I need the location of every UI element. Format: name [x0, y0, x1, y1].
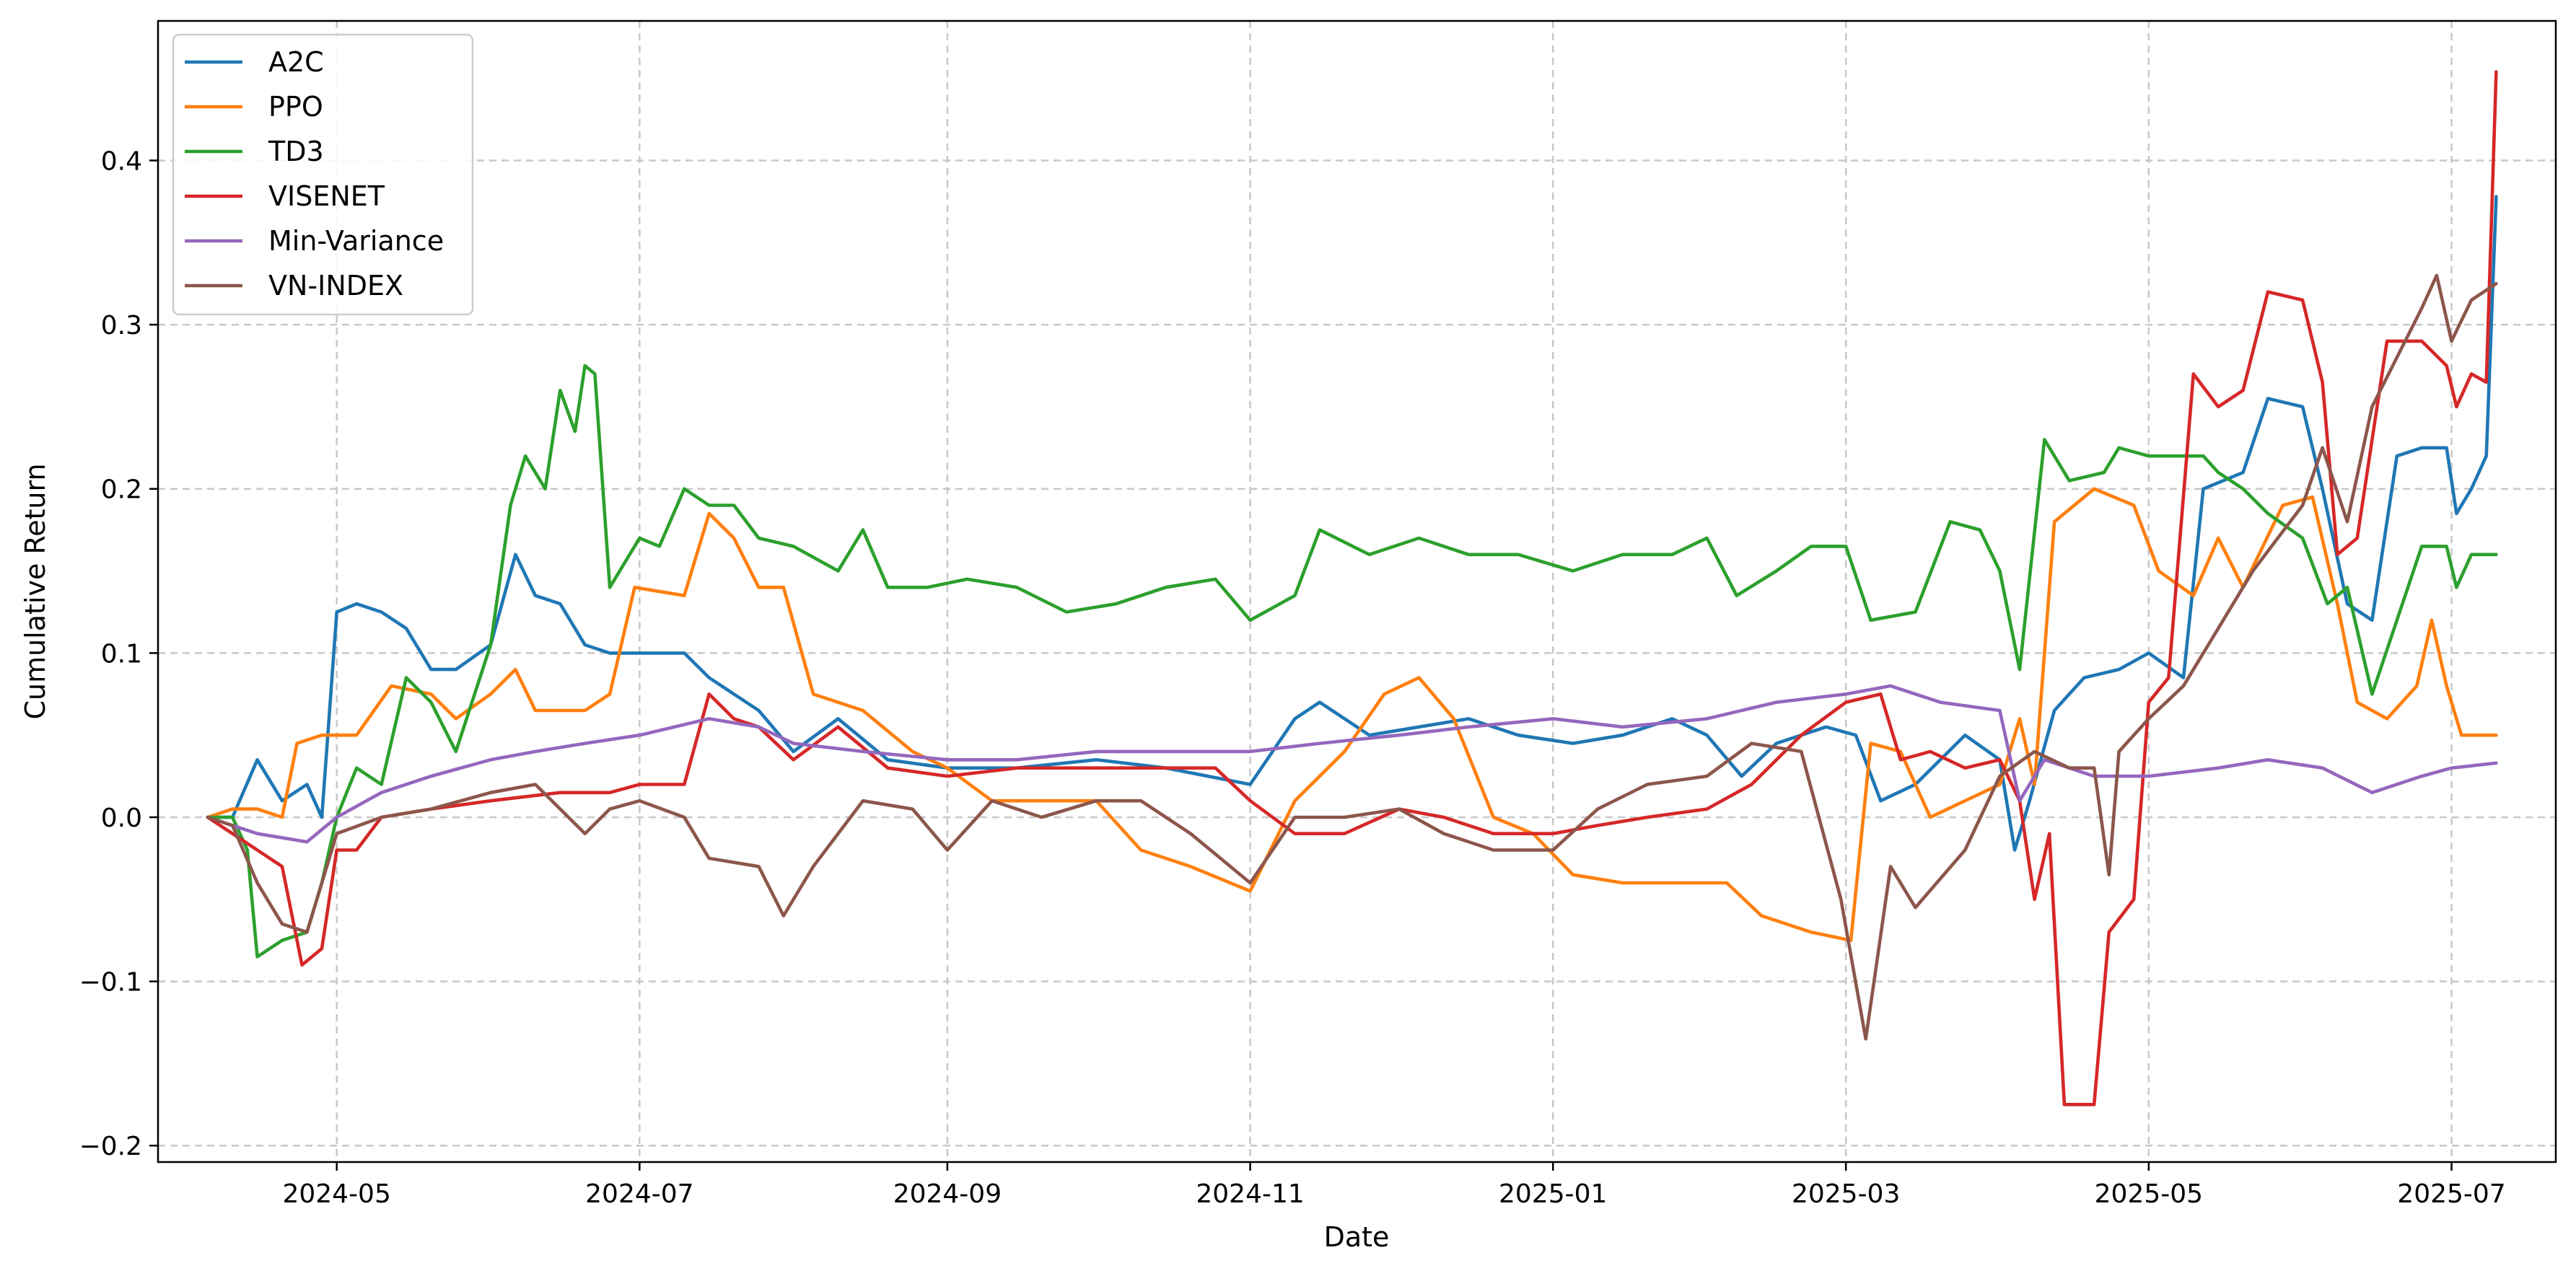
x-tick-label: 2024-07	[585, 1179, 693, 1209]
y-tick-label: 0.0	[101, 804, 142, 833]
y-axis-ticks: −0.2 −0.1 0.0 0.1 0.2 0.3 0.4	[79, 146, 158, 1161]
legend-box	[172, 33, 474, 316]
series-line-vn-index	[206, 273, 2498, 1041]
legend-label-a2c: A2C	[268, 46, 324, 78]
y-tick-label: 0.1	[101, 639, 142, 669]
plot-frame	[157, 19, 2557, 1163]
series-line-ppo	[206, 487, 2498, 942]
y-tick-label: 0.4	[101, 146, 142, 176]
y-tick-label: −0.2	[79, 1132, 142, 1161]
x-tick-label: 2024-09	[893, 1179, 1002, 1209]
x-tick-label: 2025-03	[1792, 1179, 1900, 1209]
x-axis-ticks: 2024-05 2024-07 2024-09 2024-11 2025-01 2025-…	[282, 1162, 2506, 1209]
legend-label-vn-index: VN-INDEX	[268, 270, 403, 302]
y-tick-label: −0.1	[79, 968, 142, 998]
x-tick-label: 2025-07	[2397, 1179, 2505, 1209]
y-tick-label: 0.2	[101, 475, 142, 505]
x-tick-label: 2025-05	[2095, 1179, 2203, 1209]
x-tick-label: 2024-11	[1196, 1179, 1304, 1209]
legend: A2C PPO TD3 VISENET Min-Variance VN-INDEX	[172, 33, 474, 316]
series-line-td3	[206, 364, 2498, 959]
legend-entries: A2C PPO TD3 VISENET Min-Variance VN-INDEX	[185, 46, 444, 302]
series-line-min-variance	[206, 684, 2498, 844]
legend-label-visenet: VISENET	[268, 180, 385, 212]
x-tick-label: 2024-05	[282, 1179, 390, 1209]
x-tick-label: 2025-01	[1499, 1179, 1607, 1209]
series-line-visenet	[206, 70, 2498, 1106]
legend-label-min-variance: Min-Variance	[268, 225, 444, 257]
legend-label-ppo: PPO	[268, 91, 323, 123]
legend-label-td3: TD3	[268, 136, 324, 167]
series-line-a2c	[206, 195, 2498, 852]
grid	[158, 21, 2556, 1162]
y-axis-title: Cumulative Return	[19, 463, 51, 719]
x-axis-title: Date	[1324, 1221, 1390, 1253]
y-tick-label: 0.3	[101, 311, 142, 340]
series-lines	[206, 70, 2498, 1106]
